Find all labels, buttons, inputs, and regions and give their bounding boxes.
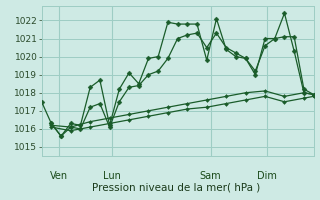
Text: Pression niveau de la mer( hPa ): Pression niveau de la mer( hPa ) [92, 182, 260, 192]
Text: Sam: Sam [200, 171, 221, 181]
Text: Dim: Dim [257, 171, 277, 181]
Text: Ven: Ven [50, 171, 68, 181]
Text: Lun: Lun [103, 171, 121, 181]
